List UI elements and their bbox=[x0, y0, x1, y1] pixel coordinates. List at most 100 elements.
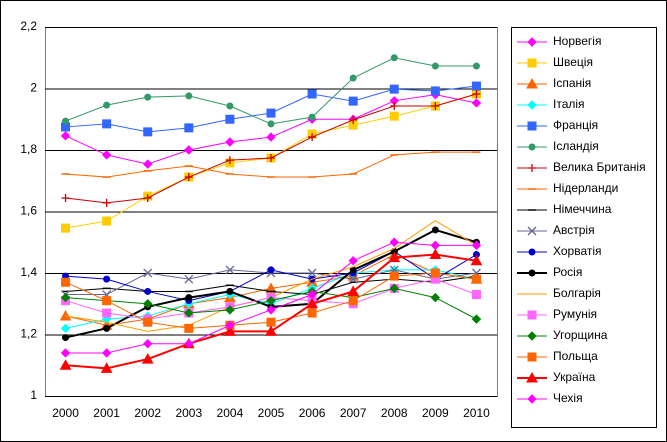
legend-label: Угорщина bbox=[553, 328, 608, 342]
data-point bbox=[348, 255, 358, 266]
data-point bbox=[306, 297, 318, 309]
y-tick-label: 1,4 bbox=[20, 265, 37, 279]
data-point bbox=[348, 296, 358, 306]
data-point bbox=[103, 101, 111, 109]
data-point bbox=[349, 74, 357, 82]
data-point bbox=[143, 193, 152, 202]
data-point bbox=[184, 173, 193, 182]
data-point bbox=[307, 89, 317, 99]
data-point bbox=[265, 325, 277, 336]
data-point bbox=[307, 268, 317, 278]
data-point bbox=[308, 133, 317, 142]
x-tick-label: 2001 bbox=[93, 406, 120, 420]
data-point bbox=[226, 102, 234, 110]
data-point bbox=[61, 277, 71, 287]
data-point bbox=[184, 123, 194, 133]
data-point bbox=[389, 84, 399, 94]
data-point bbox=[348, 96, 358, 106]
y-tick-label: 1 bbox=[30, 388, 37, 402]
legend-marker bbox=[527, 331, 537, 341]
legend-marker bbox=[527, 226, 537, 236]
y-tick-label: 2 bbox=[30, 81, 37, 95]
x-tick-label: 2007 bbox=[340, 406, 367, 420]
legend-marker bbox=[527, 121, 537, 131]
legend-label: Україна bbox=[553, 370, 596, 384]
data-point bbox=[471, 240, 482, 251]
legend-label: Німеччина bbox=[553, 202, 612, 216]
data-point bbox=[267, 153, 275, 162]
data-point bbox=[102, 296, 112, 306]
data-point bbox=[60, 323, 71, 334]
data-point bbox=[266, 317, 276, 327]
data-point bbox=[143, 127, 153, 137]
data-point bbox=[225, 137, 235, 147]
data-point bbox=[184, 323, 194, 333]
data-point bbox=[390, 54, 398, 62]
legend-label: Хорватія bbox=[553, 244, 602, 258]
x-tick-label: 2010 bbox=[463, 406, 490, 420]
data-point bbox=[144, 287, 152, 295]
data-point bbox=[389, 237, 399, 247]
legend-label: Болгарія bbox=[553, 286, 601, 300]
legend-marker bbox=[528, 143, 536, 151]
data-point bbox=[143, 317, 153, 327]
data-point bbox=[102, 119, 112, 129]
data-point bbox=[431, 226, 439, 234]
data-point bbox=[430, 268, 440, 278]
legend-label: Ісландія bbox=[553, 139, 599, 153]
data-point bbox=[102, 198, 111, 207]
y-tick-label: 1,8 bbox=[20, 142, 37, 156]
legend-marker bbox=[526, 77, 538, 89]
data-point bbox=[61, 223, 71, 233]
data-point bbox=[184, 274, 194, 284]
legend-marker bbox=[528, 269, 536, 277]
legend-marker bbox=[527, 37, 537, 47]
legend-label: Чехія bbox=[553, 391, 583, 405]
data-point bbox=[62, 117, 70, 125]
legend-marker bbox=[528, 248, 536, 256]
data-point bbox=[59, 359, 72, 370]
x-tick-label: 2005 bbox=[258, 406, 285, 420]
legend-marker bbox=[528, 164, 536, 172]
y-tick-label: 1,6 bbox=[20, 204, 37, 218]
data-point bbox=[470, 254, 483, 266]
legend-label: Росія bbox=[553, 265, 582, 279]
data-point bbox=[225, 156, 234, 165]
legend-label: Норвегія bbox=[553, 34, 601, 48]
data-point bbox=[184, 339, 194, 349]
legend-label: Польща bbox=[553, 349, 598, 363]
data-point bbox=[390, 102, 399, 111]
legend-label: Італія bbox=[553, 97, 585, 111]
data-point bbox=[100, 362, 113, 373]
data-point bbox=[347, 285, 360, 296]
data-point bbox=[266, 132, 276, 142]
data-point bbox=[431, 102, 440, 111]
legend-marker bbox=[527, 310, 537, 320]
legend-label: Австрія bbox=[553, 223, 595, 237]
data-point bbox=[102, 216, 112, 226]
legend-marker bbox=[527, 352, 537, 362]
data-point bbox=[431, 62, 439, 70]
data-point bbox=[267, 120, 275, 128]
data-point bbox=[60, 348, 71, 358]
data-point bbox=[471, 81, 481, 91]
data-point bbox=[143, 299, 153, 309]
legend-marker bbox=[527, 100, 537, 110]
y-tick-label: 1,2 bbox=[20, 327, 37, 341]
data-point bbox=[389, 111, 399, 121]
x-tick-label: 2002 bbox=[134, 406, 161, 420]
data-point bbox=[144, 93, 152, 101]
data-point bbox=[185, 92, 193, 100]
data-point bbox=[141, 353, 154, 364]
x-tick-label: 2000 bbox=[52, 406, 79, 420]
data-point bbox=[389, 271, 399, 281]
legend-marker bbox=[527, 58, 537, 68]
legend-marker bbox=[527, 394, 537, 404]
legend-label: Нідерланди bbox=[553, 181, 618, 195]
data-point bbox=[265, 282, 277, 293]
x-tick-label: 2008 bbox=[381, 406, 408, 420]
data-point bbox=[101, 348, 112, 358]
data-point bbox=[225, 114, 235, 124]
data-point bbox=[429, 248, 442, 260]
